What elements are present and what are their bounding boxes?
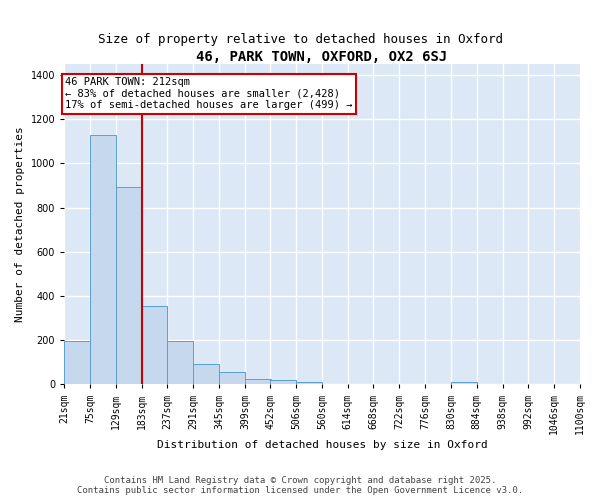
Bar — [219, 372, 245, 384]
Bar — [116, 187, 142, 384]
Text: Contains HM Land Registry data © Crown copyright and database right 2025.
Contai: Contains HM Land Registry data © Crown c… — [77, 476, 523, 495]
Bar — [270, 380, 296, 384]
Title: 46, PARK TOWN, OXFORD, OX2 6SJ: 46, PARK TOWN, OXFORD, OX2 6SJ — [196, 50, 448, 64]
X-axis label: Distribution of detached houses by size in Oxford: Distribution of detached houses by size … — [157, 440, 487, 450]
Bar — [193, 364, 219, 384]
Bar — [90, 134, 116, 384]
Y-axis label: Number of detached properties: Number of detached properties — [15, 126, 25, 322]
Bar — [296, 382, 322, 384]
Text: Size of property relative to detached houses in Oxford: Size of property relative to detached ho… — [97, 32, 503, 46]
Bar — [142, 306, 167, 384]
Bar — [245, 380, 271, 384]
Text: 46 PARK TOWN: 212sqm
← 83% of detached houses are smaller (2,428)
17% of semi-de: 46 PARK TOWN: 212sqm ← 83% of detached h… — [65, 78, 353, 110]
Bar — [451, 382, 477, 384]
Bar — [64, 341, 90, 384]
Bar — [167, 341, 193, 384]
